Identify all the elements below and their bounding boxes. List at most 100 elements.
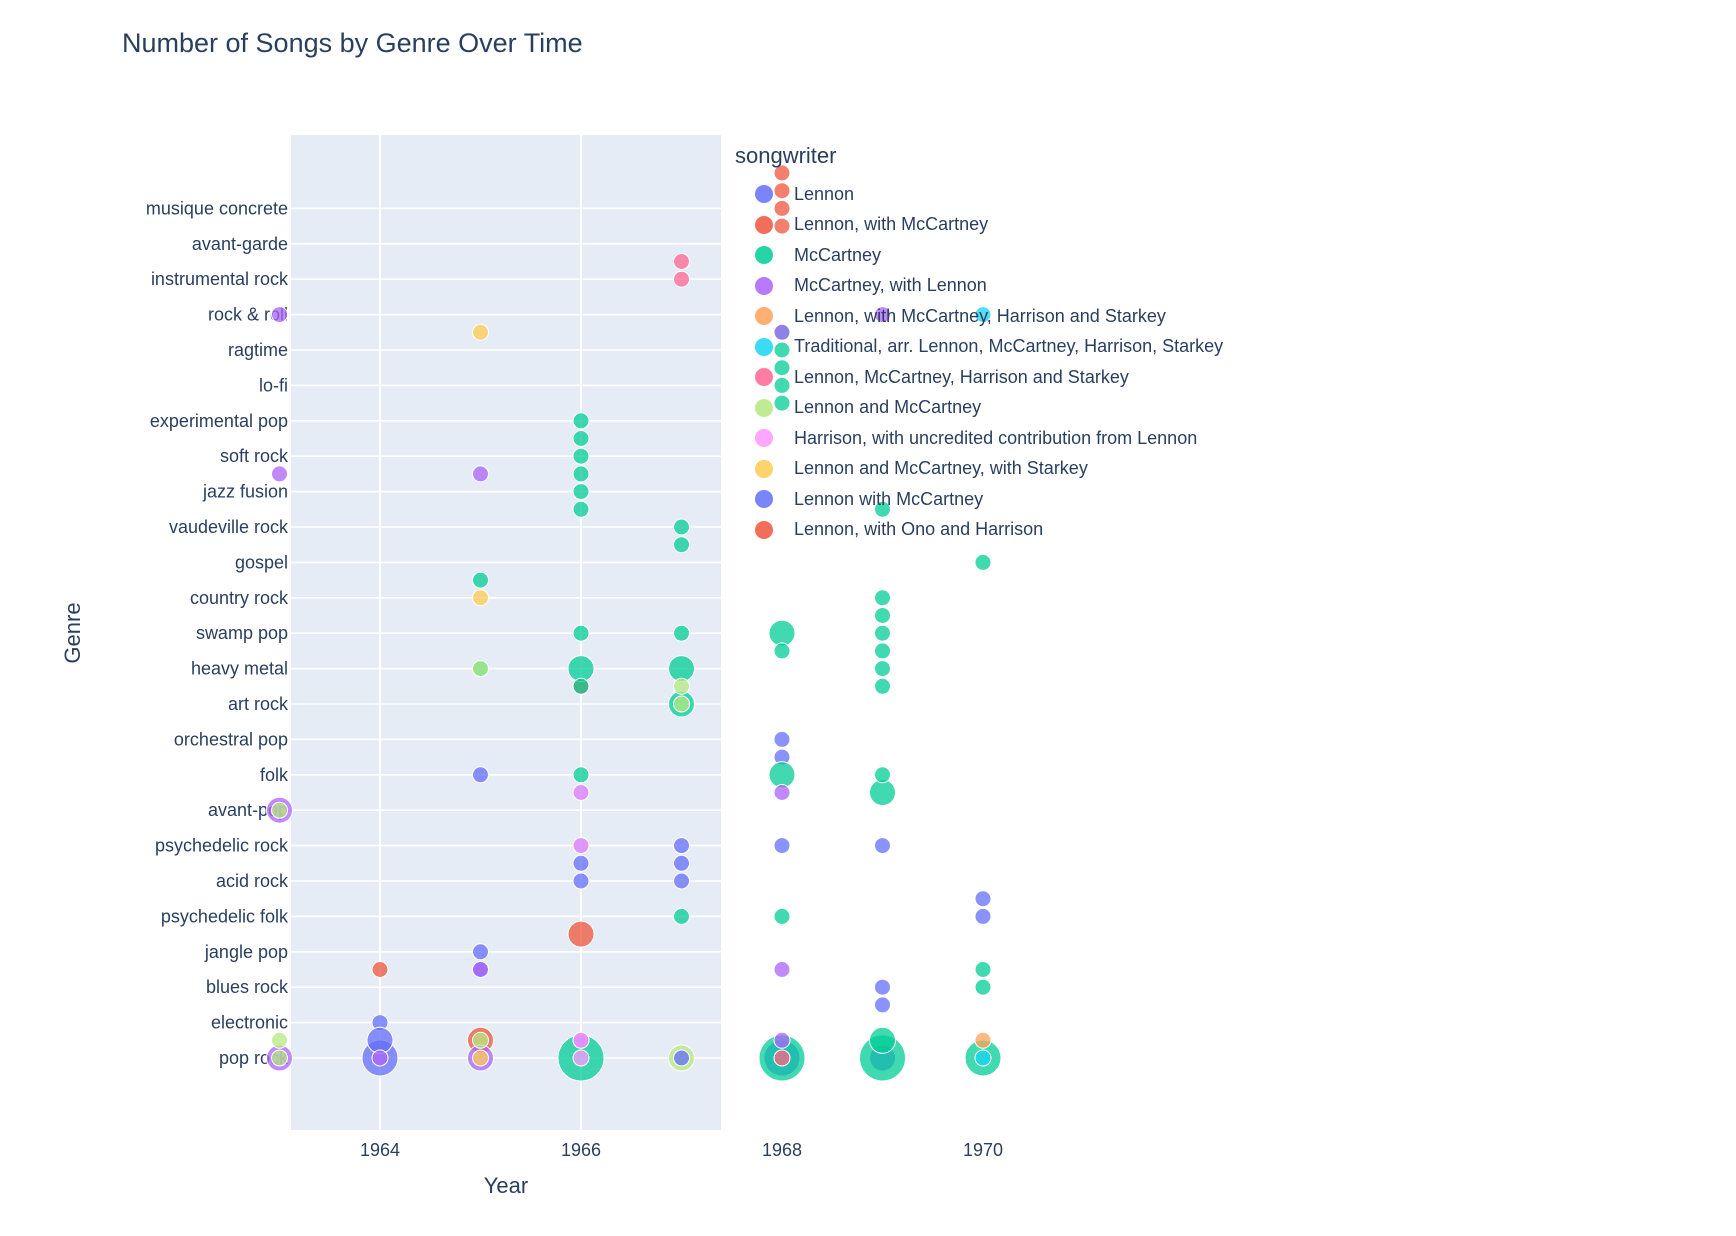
data-point[interactable]: [768, 619, 796, 647]
data-point[interactable]: [673, 1049, 690, 1067]
data-point[interactable]: [874, 607, 891, 624]
data-point[interactable]: [572, 1031, 590, 1049]
data-point[interactable]: [572, 837, 590, 855]
data-point[interactable]: [773, 164, 791, 182]
data-point[interactable]: [572, 766, 590, 784]
data-point[interactable]: [673, 624, 690, 642]
data-point[interactable]: [271, 1049, 288, 1067]
data-point[interactable]: [974, 1031, 992, 1049]
data-point[interactable]: [572, 412, 590, 430]
data-point[interactable]: [874, 500, 891, 518]
data-point[interactable]: [472, 1031, 489, 1049]
data-point[interactable]: [974, 961, 992, 978]
data-point[interactable]: [874, 660, 891, 678]
data-point[interactable]: [768, 761, 796, 789]
data-point[interactable]: [773, 199, 791, 217]
data-point[interactable]: [874, 677, 891, 695]
data-point[interactable]: [874, 306, 891, 324]
data-point[interactable]: [472, 961, 489, 978]
data-point[interactable]: [472, 1049, 489, 1067]
data-point[interactable]: [773, 1049, 791, 1067]
data-point[interactable]: [472, 766, 489, 784]
data-point[interactable]: [673, 907, 690, 925]
data-point[interactable]: [572, 447, 590, 465]
legend-item[interactable]: Lennon, with McCartney, Harrison and Sta…: [735, 301, 1223, 332]
data-point[interactable]: [567, 655, 595, 683]
data-point[interactable]: [472, 589, 489, 607]
data-point[interactable]: [773, 323, 791, 341]
data-point[interactable]: [673, 270, 690, 288]
data-point[interactable]: [371, 961, 389, 978]
data-point[interactable]: [673, 536, 690, 554]
data-point[interactable]: [271, 801, 288, 819]
data-point[interactable]: [773, 182, 791, 200]
legend-item[interactable]: Traditional, arr. Lennon, McCartney, Har…: [735, 332, 1223, 363]
legend-item[interactable]: McCartney, with Lennon: [735, 271, 1223, 302]
data-point[interactable]: [673, 518, 690, 536]
data-point[interactable]: [874, 642, 891, 660]
data-point[interactable]: [974, 553, 992, 571]
data-point[interactable]: [874, 624, 891, 642]
data-point[interactable]: [874, 766, 891, 784]
data-point[interactable]: [773, 217, 791, 235]
data-point[interactable]: [673, 677, 690, 695]
data-point[interactable]: [673, 854, 690, 872]
data-point[interactable]: [371, 1049, 389, 1067]
data-point[interactable]: [773, 961, 791, 978]
legend-item[interactable]: McCartney: [735, 240, 1223, 271]
data-point[interactable]: [773, 837, 791, 855]
data-point[interactable]: [572, 677, 590, 695]
data-point[interactable]: [773, 907, 791, 925]
data-point[interactable]: [869, 1026, 896, 1054]
data-point[interactable]: [271, 465, 288, 483]
data-point[interactable]: [874, 589, 891, 607]
data-point[interactable]: [974, 306, 992, 324]
data-point[interactable]: [773, 376, 791, 394]
data-point[interactable]: [472, 323, 489, 341]
data-point[interactable]: [673, 872, 690, 890]
data-point[interactable]: [572, 784, 590, 801]
data-point[interactable]: [673, 695, 690, 713]
legend-item[interactable]: Lennon, with Ono and Harrison: [735, 515, 1223, 546]
data-point[interactable]: [874, 978, 891, 996]
legend-item[interactable]: Lennon: [735, 179, 1223, 210]
data-point[interactable]: [572, 483, 590, 501]
data-point[interactable]: [773, 642, 791, 660]
data-point[interactable]: [271, 1031, 288, 1049]
data-point[interactable]: [974, 890, 992, 908]
data-point[interactable]: [773, 359, 791, 377]
data-point[interactable]: [974, 1049, 992, 1067]
data-point[interactable]: [773, 1031, 791, 1049]
data-point[interactable]: [773, 394, 791, 412]
data-point[interactable]: [271, 306, 288, 324]
data-point[interactable]: [572, 872, 590, 890]
data-point[interactable]: [869, 779, 896, 806]
legend-item[interactable]: Lennon and McCartney: [735, 393, 1223, 424]
data-point[interactable]: [572, 500, 590, 518]
data-point[interactable]: [366, 1026, 394, 1054]
data-point[interactable]: [773, 730, 791, 748]
data-point[interactable]: [673, 837, 690, 855]
data-point[interactable]: [472, 571, 489, 589]
data-point[interactable]: [874, 837, 891, 855]
data-point[interactable]: [472, 465, 489, 483]
data-point[interactable]: [874, 996, 891, 1014]
legend-item[interactable]: Lennon and McCartney, with Starkey: [735, 454, 1223, 485]
data-point[interactable]: [572, 854, 590, 872]
legend-item[interactable]: Lennon, McCartney, Harrison and Starkey: [735, 362, 1223, 393]
legend-item[interactable]: Harrison, with uncredited contribution f…: [735, 423, 1223, 454]
data-point[interactable]: [572, 624, 590, 642]
data-point[interactable]: [974, 978, 992, 996]
data-point[interactable]: [974, 907, 992, 925]
data-point[interactable]: [572, 465, 590, 483]
data-point[interactable]: [673, 253, 690, 270]
data-point[interactable]: [773, 784, 791, 801]
data-point[interactable]: [572, 1049, 590, 1067]
legend-item[interactable]: Lennon, with McCartney: [735, 210, 1223, 241]
data-point[interactable]: [472, 660, 489, 678]
data-point[interactable]: [567, 920, 595, 948]
data-point[interactable]: [472, 943, 489, 961]
data-point[interactable]: [773, 341, 791, 359]
legend-item[interactable]: Lennon with McCartney: [735, 484, 1223, 515]
data-point[interactable]: [572, 430, 590, 447]
